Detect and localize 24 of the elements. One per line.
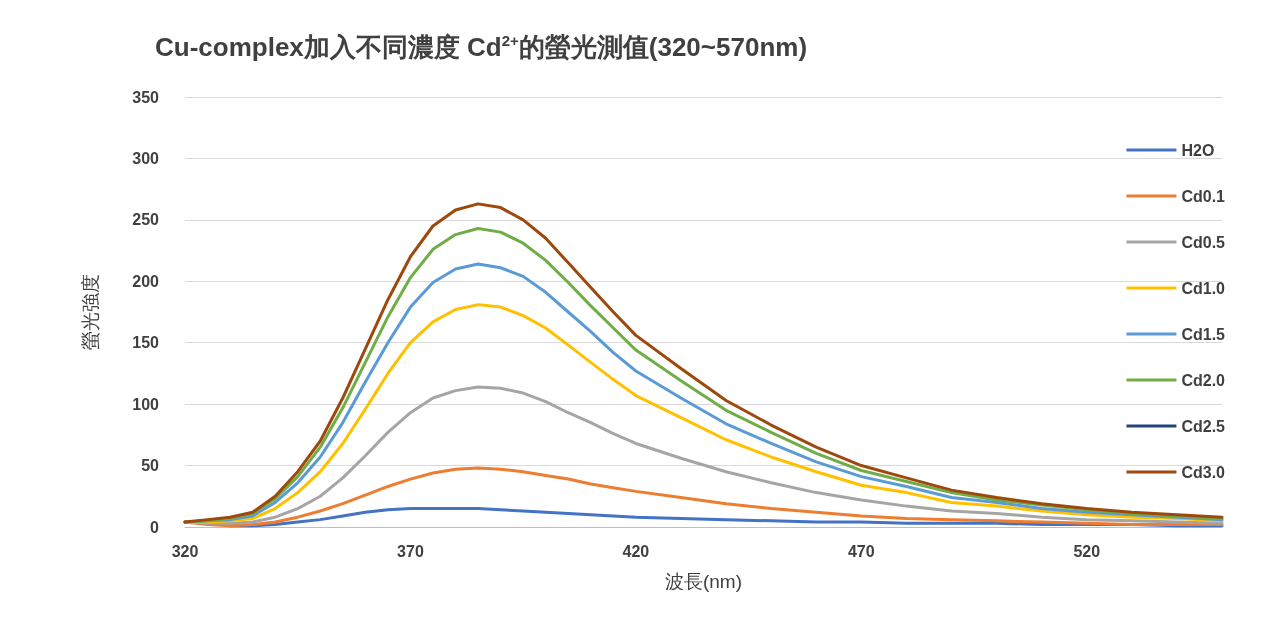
x-axis-title: 波長(nm) <box>664 571 743 592</box>
legend-label: Cd2.0 <box>1181 371 1226 389</box>
y-tick-label: 250 <box>132 211 160 229</box>
legend-label: H2O <box>1181 141 1215 159</box>
legend-label: Cd1.0 <box>1181 279 1226 297</box>
legend-label: Cd0.1 <box>1181 187 1226 205</box>
x-tick-label: 470 <box>847 542 875 560</box>
line-series <box>183 303 1224 524</box>
y-tick-label: 300 <box>132 149 160 167</box>
legend-label: Cd3.0 <box>1181 463 1226 481</box>
x-tick-label: 370 <box>397 542 424 560</box>
y-tick-label: 0 <box>150 518 160 536</box>
legend-label: Cd0.5 <box>1181 233 1226 251</box>
y-tick-label: 200 <box>132 272 160 290</box>
legend-label: Cd2.5 <box>1181 417 1226 435</box>
y-tick-label: 100 <box>132 395 160 413</box>
x-tick-label: 320 <box>171 542 199 560</box>
x-tick-label: 520 <box>1073 542 1101 560</box>
x-tick-label: 420 <box>622 542 650 560</box>
y-axis-title: 螢光強度 <box>80 274 101 350</box>
y-tick-label: 350 <box>132 88 160 106</box>
y-tick-label: 50 <box>141 457 160 475</box>
y-tick-label: 150 <box>132 334 160 352</box>
legend-label: Cd1.5 <box>1181 325 1226 343</box>
